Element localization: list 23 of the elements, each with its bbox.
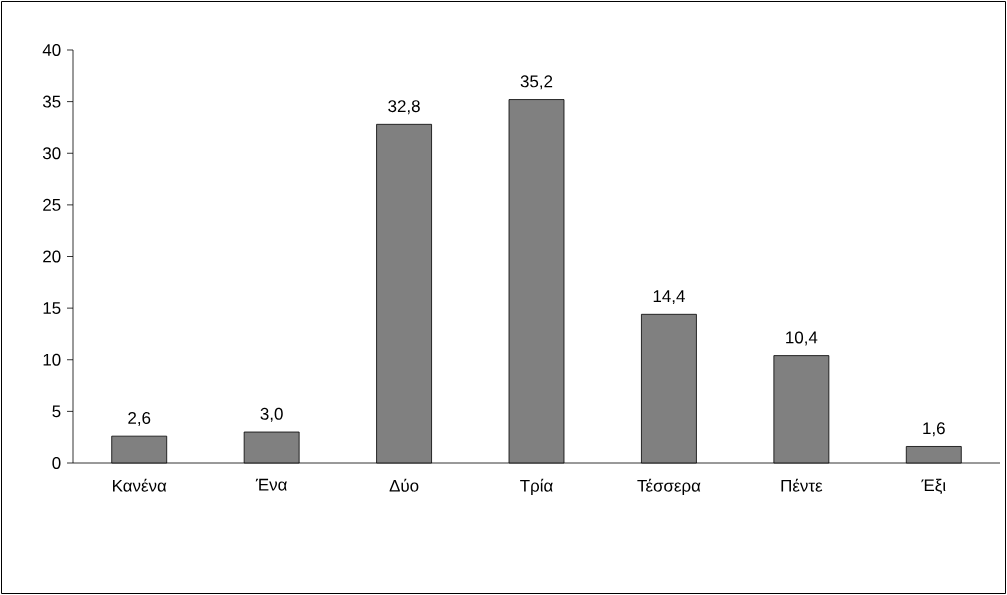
x-tick-label: Κανένα: [113, 478, 167, 492]
x-tick-label: Δύο: [389, 478, 419, 492]
y-tick-label: 10: [43, 353, 61, 366]
data-label: 2,6: [128, 411, 151, 426]
x-tick-label: Τέσσερα: [637, 478, 701, 496]
y-tick-label: 0: [52, 457, 61, 469]
data-label: 1,6: [923, 422, 945, 437]
y-tick-label: 30: [42, 147, 61, 160]
y-tick-label: 20: [43, 250, 61, 263]
data-label: 10,4: [786, 331, 818, 346]
y-tick-label: 35: [42, 95, 61, 108]
data-label: 14,4: [653, 290, 685, 305]
x-tick-label: Τρία: [520, 478, 553, 496]
y-tick-label: 40: [42, 44, 61, 56]
data-label: 3,0: [260, 407, 283, 422]
x-tick-label: Έξι: [921, 478, 946, 495]
data-label: 35,2: [520, 75, 553, 90]
data-label: 32,8: [388, 100, 420, 115]
y-tick-label: 15: [43, 302, 61, 315]
y-tick-label: 25: [43, 198, 61, 211]
x-tick-label: Ένα: [255, 478, 287, 491]
x-tick-label: Πέντε: [781, 478, 823, 492]
y-tick-label: 5: [52, 405, 61, 418]
